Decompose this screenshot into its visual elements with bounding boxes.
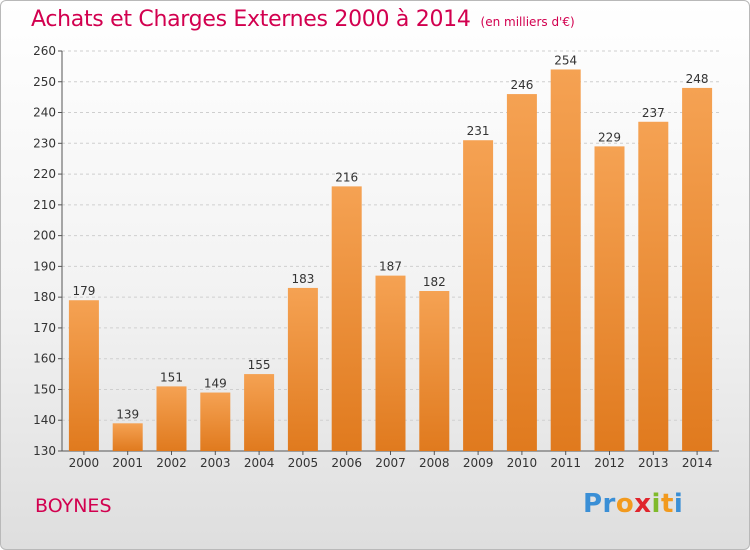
bar (331, 186, 362, 451)
y-tick-label: 180 (33, 290, 56, 304)
data-label: 216 (335, 170, 358, 184)
data-label: 179 (72, 284, 95, 298)
bar (156, 386, 187, 451)
data-label: 155 (248, 358, 271, 372)
bar (638, 121, 669, 452)
data-label: 229 (598, 130, 621, 144)
y-tick-label: 150 (33, 382, 56, 396)
bar (244, 374, 275, 451)
x-tick-label: 2002 (156, 456, 187, 470)
bar (200, 392, 231, 451)
y-tick-label: 220 (33, 167, 56, 181)
data-label: 231 (467, 124, 490, 138)
x-tick-label: 2006 (331, 456, 362, 470)
y-tick-label: 250 (33, 75, 56, 89)
y-tick-label: 160 (33, 352, 56, 366)
x-tick-label: 2010 (507, 456, 538, 470)
x-tick-label: 2011 (550, 456, 581, 470)
y-tick-label: 240 (33, 106, 56, 120)
bar (463, 140, 494, 451)
bar (682, 87, 713, 451)
bar (68, 300, 99, 451)
x-tick-label: 2007 (375, 456, 406, 470)
x-tick-label: 2004 (244, 456, 275, 470)
chart-subtitle: (en milliers d'€) (480, 15, 575, 29)
bars (68, 69, 713, 452)
bar (112, 423, 143, 451)
x-tick-label: 2008 (419, 456, 450, 470)
proxiti-logo[interactable]: Proxiti (583, 489, 684, 519)
x-tick-label: 2013 (638, 456, 669, 470)
y-tick-label: 130 (33, 444, 56, 458)
x-tick-label: 2012 (594, 456, 625, 470)
x-tick-labels: 2000 2001 2002 2003 2004 2005 2006 2007 2008 2009… (69, 451, 713, 470)
data-label: 139 (116, 407, 139, 421)
bar (287, 287, 318, 451)
data-label: 237 (642, 106, 665, 120)
data-label: 183 (291, 272, 314, 286)
bar (506, 94, 537, 452)
data-label: 182 (423, 275, 446, 289)
y-tick-label: 190 (33, 259, 56, 273)
x-tick-label: 2005 (288, 456, 319, 470)
data-labels: 179 139 151 149 155 183 216 187 182 231 246 254 229 2… (72, 53, 708, 421)
y-tick-label: 200 (33, 229, 56, 243)
data-label: 149 (204, 377, 227, 391)
y-tick-label: 170 (33, 321, 56, 335)
y-tick-label: 140 (33, 413, 56, 427)
y-tick-label: 230 (33, 136, 56, 150)
bar (419, 291, 450, 451)
x-tick-label: 2003 (200, 456, 231, 470)
x-tick-label: 2000 (69, 456, 100, 470)
bar (594, 146, 625, 451)
commune-name: BOYNES (35, 495, 112, 517)
data-label: 254 (554, 53, 577, 67)
y-tick-label: 260 (33, 44, 56, 58)
chart-title-text: Achats et Charges Externes 2000 à 2014 (31, 7, 471, 32)
bar (550, 69, 581, 451)
data-label: 246 (510, 78, 533, 92)
x-tick-label: 2009 (463, 456, 494, 470)
chart-title: Achats et Charges Externes 2000 à 2014 (e… (31, 7, 575, 32)
data-label: 187 (379, 260, 402, 274)
data-label: 151 (160, 370, 183, 384)
x-tick-label: 2001 (112, 456, 143, 470)
x-tick-label: 2014 (682, 456, 713, 470)
bar (375, 275, 406, 451)
data-label: 248 (686, 72, 709, 86)
y-tick-labels: 130 140 150 160 170 180 190 200 210 220 230 240 250 2… (33, 44, 56, 458)
y-tick-label: 210 (33, 198, 56, 212)
